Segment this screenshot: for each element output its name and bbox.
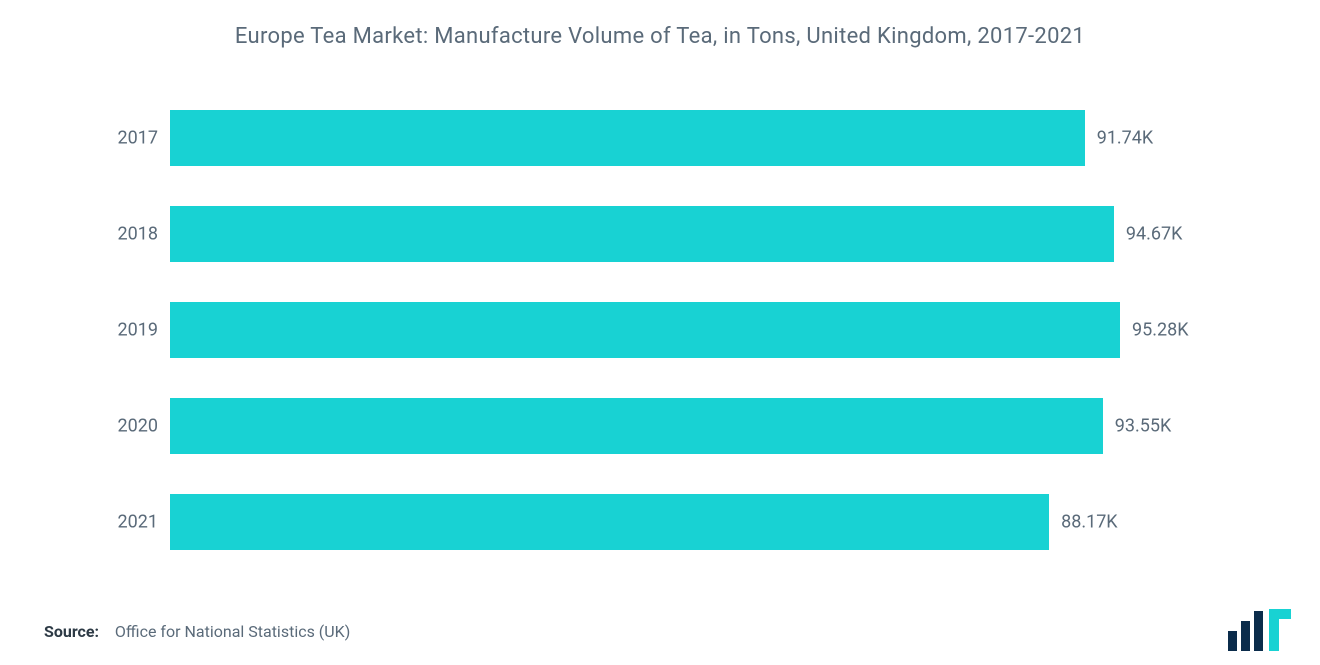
bar-fill — [170, 110, 1085, 166]
bar-fill — [170, 398, 1103, 454]
bar-fill — [170, 206, 1114, 262]
bar-value-label: 93.55K — [1115, 416, 1172, 437]
bar-fill — [170, 494, 1049, 550]
bar-category-label: 2018 — [102, 224, 158, 245]
bar-value-label: 94.67K — [1126, 224, 1183, 245]
chart-title: Europe Tea Market: Manufacture Volume of… — [0, 0, 1320, 49]
bar-row: 202093.55K — [170, 398, 1120, 454]
bar-category-label: 2021 — [102, 512, 158, 533]
source-text: Office for National Statistics (UK) — [115, 622, 350, 641]
bar-category-label: 2019 — [102, 320, 158, 341]
mordor-logo-icon — [1228, 607, 1292, 651]
source-label: Source: — [44, 622, 99, 641]
bar-value-label: 95.28K — [1132, 320, 1189, 341]
bar-fill — [170, 302, 1120, 358]
bars-area: 201791.74K 201894.67K 201995.28K 202093.55K… — [170, 110, 1120, 550]
bar-value-label: 88.17K — [1061, 512, 1118, 533]
brand-logo — [1228, 607, 1292, 651]
bar-category-label: 2020 — [102, 416, 158, 437]
chart-container: Europe Tea Market: Manufacture Volume of… — [0, 0, 1320, 665]
bar-row: 202188.17K — [170, 494, 1120, 550]
source-line: Source: Office for National Statistics (… — [44, 622, 350, 641]
bar-value-label: 91.74K — [1097, 128, 1154, 149]
bar-row: 201894.67K — [170, 206, 1120, 262]
bar-row: 201791.74K — [170, 110, 1120, 166]
bar-category-label: 2017 — [102, 128, 158, 149]
bar-row: 201995.28K — [170, 302, 1120, 358]
